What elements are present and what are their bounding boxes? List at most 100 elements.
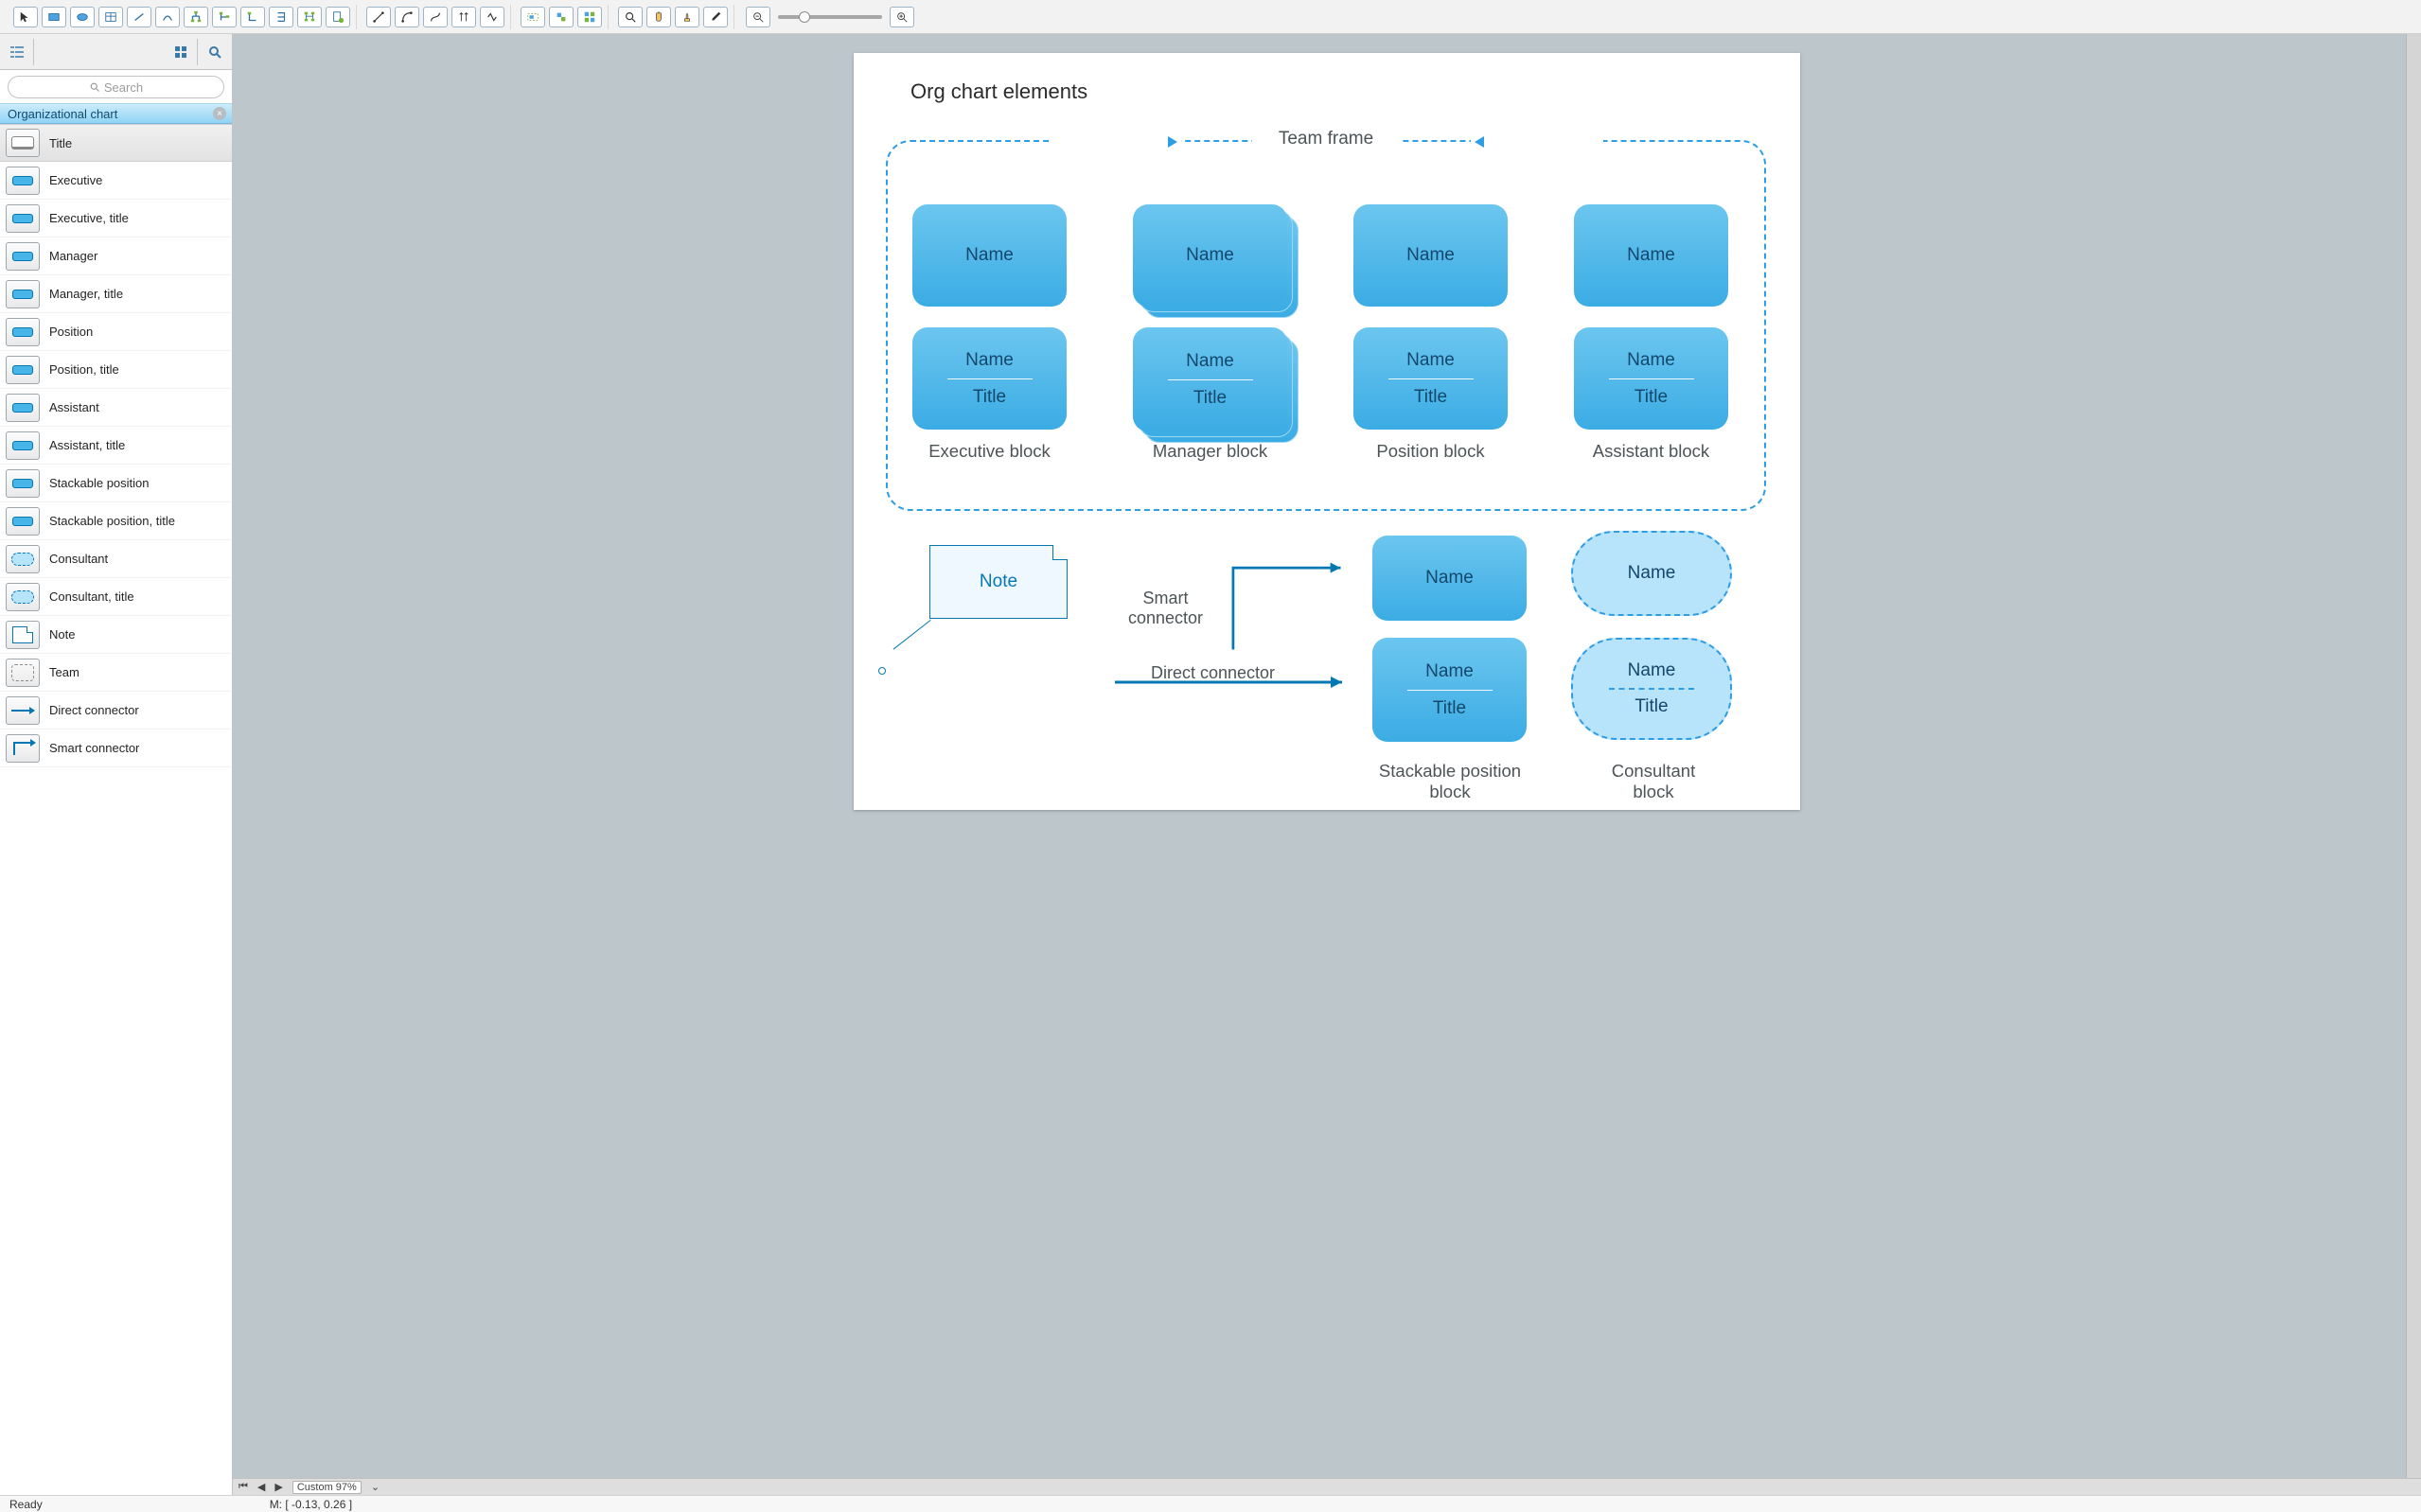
stencil-item[interactable]: Stackable position, title bbox=[0, 502, 232, 540]
stencil-thumb-icon bbox=[6, 621, 40, 649]
zoom-slider-thumb[interactable] bbox=[799, 11, 810, 23]
executive-title-block[interactable]: Name Title bbox=[912, 327, 1067, 430]
zoom-level[interactable]: Custom 97% bbox=[292, 1481, 362, 1494]
stencil-label: Position bbox=[49, 325, 93, 339]
stencil-item[interactable]: Note bbox=[0, 616, 232, 654]
page-title: Org chart elements bbox=[910, 79, 1087, 104]
stencil-panel: Search Organizational chart × Title Execu… bbox=[0, 34, 233, 1495]
conn-line-tool[interactable] bbox=[366, 7, 391, 27]
conn-spline-tool[interactable] bbox=[480, 7, 504, 27]
stencil-label: Consultant bbox=[49, 552, 108, 566]
stencil-label: Executive, title bbox=[49, 211, 129, 225]
pointer-tool[interactable] bbox=[13, 7, 38, 27]
align1-tool[interactable] bbox=[521, 7, 545, 27]
block-name: Name bbox=[1406, 245, 1455, 266]
stencil-item[interactable]: Consultant, title bbox=[0, 578, 232, 616]
zoom-out-button[interactable] bbox=[746, 7, 770, 27]
curve-tool[interactable] bbox=[155, 7, 180, 27]
panel-mode-search-icon[interactable] bbox=[198, 39, 232, 65]
stencil-thumb-icon bbox=[6, 696, 40, 725]
stencil-item[interactable]: Consultant bbox=[0, 540, 232, 578]
zoom-slider-track[interactable] bbox=[778, 15, 882, 19]
zoom-stepper-icon[interactable]: ⌄ bbox=[371, 1481, 380, 1493]
conn-curve-tool[interactable] bbox=[395, 7, 419, 27]
team-frame-arrow-right-icon bbox=[1471, 137, 1603, 147]
manager-title-block-stack[interactable]: Name Title bbox=[1133, 327, 1287, 431]
stencil-item[interactable]: Executive bbox=[0, 162, 232, 200]
stencil-label: Manager, title bbox=[49, 287, 123, 301]
hand-tool[interactable] bbox=[646, 7, 671, 27]
stamp-tool[interactable] bbox=[675, 7, 699, 27]
direct-connector[interactable] bbox=[1115, 673, 1352, 694]
panel-mode-tree-icon[interactable] bbox=[0, 39, 34, 65]
nav-first-icon[interactable]: ⏮ bbox=[239, 1481, 248, 1493]
stencil-label: Executive bbox=[49, 173, 102, 187]
stencil-item[interactable]: Smart connector bbox=[0, 730, 232, 767]
canvas-area[interactable]: Org chart elements Team frame Name Name … bbox=[233, 34, 2421, 1495]
drawing-page[interactable]: Org chart elements Team frame Name Name … bbox=[854, 53, 1800, 810]
eyedropper-tool[interactable] bbox=[703, 7, 728, 27]
panel-header[interactable]: Organizational chart × bbox=[0, 103, 232, 124]
tree2-tool[interactable] bbox=[212, 7, 237, 27]
assistant-title-block[interactable]: Name Title bbox=[1574, 327, 1728, 430]
page-new-tool[interactable] bbox=[326, 7, 350, 27]
search-icon bbox=[89, 81, 100, 93]
stencil-item[interactable]: Position, title bbox=[0, 351, 232, 389]
nav-next-icon[interactable]: ▶ bbox=[274, 1481, 282, 1493]
stencil-item[interactable]: Position bbox=[0, 313, 232, 351]
nav-prev-icon[interactable]: ◀ bbox=[257, 1481, 265, 1493]
canvas-bottom-bar: ⏮ ◀ ▶ Custom 97% ⌄ bbox=[233, 1478, 2421, 1495]
block-name: Name bbox=[1627, 350, 1675, 371]
tree1-tool[interactable] bbox=[184, 7, 208, 27]
corner-tool[interactable] bbox=[240, 7, 265, 27]
stencil-item[interactable]: Direct connector bbox=[0, 692, 232, 730]
branch-tool[interactable] bbox=[269, 7, 293, 27]
position-title-block[interactable]: Name Title bbox=[1353, 327, 1508, 430]
zoom-in-button[interactable] bbox=[890, 7, 914, 27]
conn-double-tool[interactable] bbox=[451, 7, 476, 27]
position-block[interactable]: Name bbox=[1353, 204, 1508, 307]
align3-tool[interactable] bbox=[577, 7, 602, 27]
stencil-item[interactable]: Assistant, title bbox=[0, 427, 232, 465]
consultant-name-title-block[interactable]: Name Title bbox=[1571, 638, 1732, 740]
stencil-thumb-icon bbox=[6, 204, 40, 233]
align2-tool[interactable] bbox=[549, 7, 574, 27]
block-title: Title bbox=[1433, 698, 1466, 719]
panel-mode-grid-icon[interactable] bbox=[164, 39, 198, 65]
stencil-thumb-icon bbox=[6, 734, 40, 763]
manager-block-stack[interactable]: Name bbox=[1133, 204, 1287, 307]
stencil-item[interactable]: Manager, title bbox=[0, 275, 232, 313]
block-name: Name bbox=[1628, 660, 1676, 681]
block-name: Name bbox=[1627, 245, 1675, 266]
executive-block[interactable]: Name bbox=[912, 204, 1067, 307]
stencil-label: Smart connector bbox=[49, 741, 139, 755]
block-title: Title bbox=[1414, 387, 1447, 408]
smart-connector-label: Smart connector bbox=[1128, 589, 1203, 628]
magnify-tool[interactable] bbox=[618, 7, 643, 27]
stencil-label: Stackable position bbox=[49, 476, 150, 490]
stencil-label: Manager bbox=[49, 249, 97, 263]
stencil-item[interactable]: Manager bbox=[0, 237, 232, 275]
stencil-item[interactable]: Assistant bbox=[0, 389, 232, 427]
ellipse-tool[interactable] bbox=[70, 7, 95, 27]
rect-tool[interactable] bbox=[42, 7, 66, 27]
stencil-item[interactable]: Title bbox=[0, 124, 232, 162]
consultant-name-block[interactable]: Name bbox=[1571, 531, 1732, 616]
note-element[interactable]: Note bbox=[929, 545, 1068, 619]
hierarchy-tool[interactable] bbox=[297, 7, 322, 27]
assistant-block[interactable]: Name bbox=[1574, 204, 1728, 307]
stencil-thumb-icon bbox=[6, 659, 40, 687]
line-tool[interactable] bbox=[127, 7, 151, 27]
tool-group-align bbox=[515, 5, 609, 29]
search-input[interactable]: Search bbox=[8, 76, 224, 98]
stencil-item[interactable]: Team bbox=[0, 654, 232, 692]
stencil-item[interactable]: Executive, title bbox=[0, 200, 232, 237]
table-tool[interactable] bbox=[98, 7, 123, 27]
panel-close-icon[interactable]: × bbox=[213, 107, 226, 120]
block-name: Name bbox=[1186, 351, 1234, 372]
stencil-item[interactable]: Stackable position bbox=[0, 465, 232, 502]
smart-connector[interactable] bbox=[1223, 559, 1355, 654]
conn-smart-tool[interactable] bbox=[423, 7, 448, 27]
stackable-name-block[interactable]: Name bbox=[1372, 536, 1527, 621]
stackable-name-title-block[interactable]: Name Title bbox=[1372, 638, 1527, 742]
